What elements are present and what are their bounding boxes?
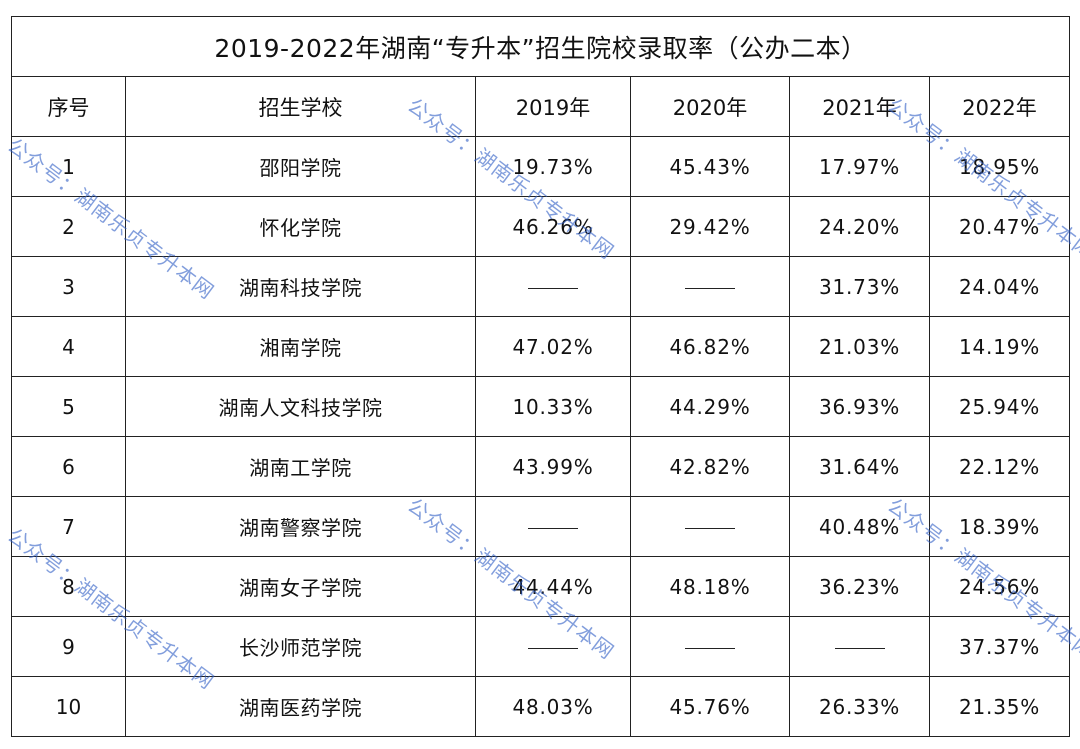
table-row: 4 湘南学院 47.02% 46.82% 21.03% 14.19% — [11, 316, 1071, 377]
table-row: 9 长沙师范学院 37.37% — [11, 616, 1071, 677]
cell-2021: 31.64% — [789, 436, 930, 497]
cell-school: 湖南女子学院 — [125, 556, 476, 617]
cell-school: 湖南科技学院 — [125, 256, 476, 317]
cell-2020: 44.29% — [630, 376, 790, 437]
cell-school: 长沙师范学院 — [125, 616, 476, 677]
cell-2022: 37.37% — [928, 616, 1071, 677]
cell-2021: 26.33% — [789, 676, 930, 737]
table-row: 3 湖南科技学院 31.73% 24.04% — [11, 256, 1071, 317]
cell-2019 — [475, 496, 631, 557]
cell-school: 湖南工学院 — [125, 436, 476, 497]
cell-school: 湘南学院 — [125, 316, 476, 377]
cell-2021: 36.23% — [789, 556, 930, 617]
cell-2021: 17.97% — [789, 136, 930, 197]
header-2021: 2021年 — [789, 76, 930, 137]
table-row: 6 湖南工学院 43.99% 42.82% 31.64% 22.12% — [11, 436, 1071, 497]
cell-2020: 29.42% — [630, 196, 790, 257]
no-data-dash — [685, 527, 735, 529]
table-title: 2019-2022年湖南“专升本”招生院校录取率（公办二本） — [10, 16, 1071, 77]
cell-2021: 36.93% — [789, 376, 930, 437]
cell-school: 湖南人文科技学院 — [125, 376, 476, 437]
cell-index: 8 — [11, 556, 126, 617]
cell-2022: 24.56% — [928, 556, 1071, 617]
cell-2021: 40.48% — [789, 496, 930, 557]
cell-2022: 25.94% — [928, 376, 1071, 437]
cell-2020: 45.76% — [630, 676, 790, 737]
table-row: 8 湖南女子学院 44.44% 48.18% 36.23% 24.56% — [11, 556, 1071, 617]
cell-2020: 48.18% — [630, 556, 790, 617]
cell-2022: 20.47% — [928, 196, 1071, 257]
cell-2022: 24.04% — [928, 256, 1071, 317]
cell-2019: 47.02% — [475, 316, 631, 377]
header-2019: 2019年 — [475, 76, 631, 137]
table-row: 7 湖南警察学院 40.48% 18.39% — [11, 496, 1071, 557]
cell-2021: 24.20% — [789, 196, 930, 257]
cell-2020 — [630, 256, 790, 317]
no-data-dash — [528, 647, 578, 649]
cell-2022: 18.39% — [928, 496, 1071, 557]
cell-school: 邵阳学院 — [125, 136, 476, 197]
cell-2019: 48.03% — [475, 676, 631, 737]
cell-2022: 22.12% — [928, 436, 1071, 497]
no-data-dash — [834, 647, 885, 649]
cell-2022: 18.95% — [928, 136, 1071, 197]
cell-2019: 19.73% — [475, 136, 631, 197]
cell-index: 6 — [11, 436, 126, 497]
cell-index: 9 — [11, 616, 126, 677]
cell-2020: 46.82% — [630, 316, 790, 377]
header-index: 序号 — [11, 76, 126, 137]
cell-2019: 46.26% — [475, 196, 631, 257]
table-body: 1 邵阳学院 19.73% 45.43% 17.97% 18.95% 2 怀化学院 46.26%… — [11, 136, 1071, 737]
cell-2020: 42.82% — [630, 436, 790, 497]
cell-2021: 31.73% — [789, 256, 930, 317]
cell-2022: 21.35% — [928, 676, 1071, 737]
cell-school: 怀化学院 — [125, 196, 476, 257]
no-data-dash — [685, 287, 735, 289]
no-data-dash — [685, 647, 735, 649]
cell-2020 — [630, 616, 790, 677]
cell-2019 — [475, 616, 631, 677]
cell-2022: 14.19% — [928, 316, 1071, 377]
cell-2019: 44.44% — [475, 556, 631, 617]
cell-2021 — [789, 616, 930, 677]
cell-2020 — [630, 496, 790, 557]
cell-index: 3 — [11, 256, 126, 317]
cell-index: 5 — [11, 376, 126, 437]
table-row: 2 怀化学院 46.26% 29.42% 24.20% 20.47% — [11, 196, 1071, 257]
table-row: 5 湖南人文科技学院 10.33% 44.29% 36.93% 25.94% — [11, 376, 1071, 437]
header-row: 序号 招生学校 2019年 2020年 2021年 2022年 — [11, 76, 1071, 137]
cell-2021: 21.03% — [789, 316, 930, 377]
cell-2019 — [475, 256, 631, 317]
cell-school: 湖南警察学院 — [125, 496, 476, 557]
cell-school: 湖南医药学院 — [125, 676, 476, 737]
header-2022: 2022年 — [928, 76, 1071, 137]
cell-2019: 43.99% — [475, 436, 631, 497]
admission-rate-table: 2019-2022年湖南“专升本”招生院校录取率（公办二本） 序号 招生学校 2… — [10, 16, 1071, 737]
cell-index: 7 — [11, 496, 126, 557]
cell-index: 10 — [11, 676, 126, 737]
cell-2019: 10.33% — [475, 376, 631, 437]
header-school: 招生学校 — [125, 76, 476, 137]
cell-2020: 45.43% — [630, 136, 790, 197]
cell-index: 4 — [11, 316, 126, 377]
table-row: 10 湖南医药学院 48.03% 45.76% 26.33% 21.35% — [11, 676, 1071, 737]
no-data-dash — [528, 287, 578, 289]
cell-index: 2 — [11, 196, 126, 257]
table-row: 1 邵阳学院 19.73% 45.43% 17.97% 18.95% — [11, 136, 1071, 197]
no-data-dash — [528, 527, 578, 529]
header-2020: 2020年 — [630, 76, 790, 137]
cell-index: 1 — [11, 136, 126, 197]
